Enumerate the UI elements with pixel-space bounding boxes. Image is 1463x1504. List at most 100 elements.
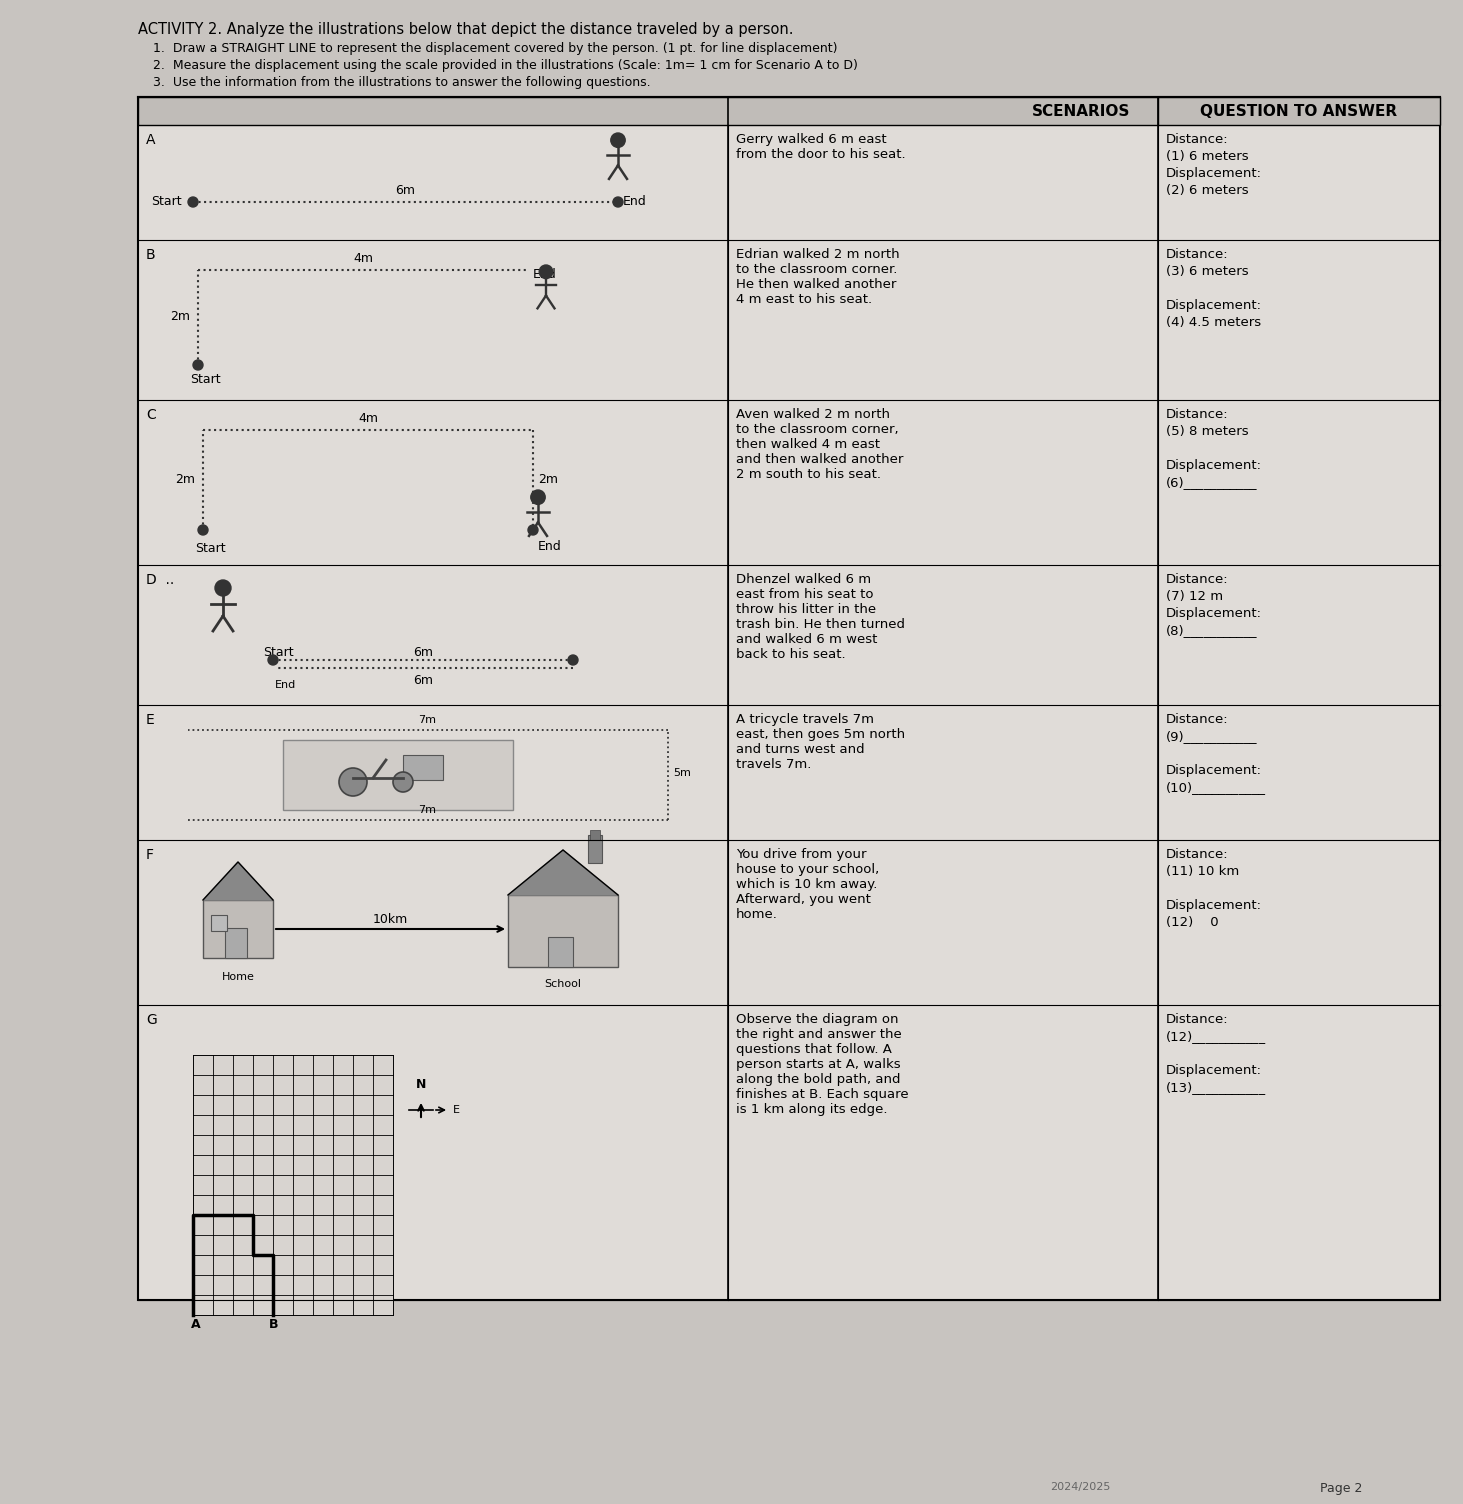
Text: (7) 12 m: (7) 12 m — [1166, 590, 1223, 603]
Text: 2.  Measure the displacement using the scale provided in the illustrations (Scal: 2. Measure the displacement using the sc… — [154, 59, 857, 72]
Text: Distance:: Distance: — [1166, 848, 1229, 860]
Text: QUESTION TO ANSWER: QUESTION TO ANSWER — [1201, 104, 1397, 119]
Text: Displacement:: Displacement: — [1166, 459, 1263, 472]
Text: E: E — [454, 1105, 459, 1114]
Circle shape — [339, 769, 367, 796]
Text: Distance:: Distance: — [1166, 248, 1229, 262]
Bar — [282, 740, 514, 811]
Bar — [1159, 96, 1440, 125]
Text: End: End — [275, 680, 296, 690]
Text: 6m: 6m — [395, 183, 415, 197]
Circle shape — [540, 265, 553, 278]
Text: (13)___________: (13)___________ — [1166, 1081, 1265, 1093]
Text: (9)___________: (9)___________ — [1166, 729, 1258, 743]
Text: Start: Start — [151, 196, 181, 208]
Text: 7m: 7m — [418, 714, 436, 725]
Text: F: F — [146, 848, 154, 862]
Text: (10)___________: (10)___________ — [1166, 781, 1265, 794]
Text: Edrian walked 2 m north
to the classroom corner.
He then walked another
4 m east: Edrian walked 2 m north to the classroom… — [736, 248, 900, 305]
Text: A: A — [192, 1318, 200, 1331]
Text: 2m: 2m — [538, 472, 557, 486]
Text: (12)    0: (12) 0 — [1166, 916, 1219, 929]
Text: 6m: 6m — [413, 674, 433, 687]
Text: C: C — [146, 408, 155, 423]
Text: E: E — [146, 713, 155, 726]
Text: Distance:: Distance: — [1166, 408, 1229, 421]
Text: Gerry walked 6 m east
from the door to his seat.: Gerry walked 6 m east from the door to h… — [736, 132, 906, 161]
Text: (3) 6 meters: (3) 6 meters — [1166, 265, 1248, 278]
Bar — [402, 755, 443, 781]
Text: D  ..: D .. — [146, 573, 174, 587]
Text: B: B — [269, 1318, 278, 1331]
Text: 2m: 2m — [176, 472, 195, 486]
Text: (12)___________: (12)___________ — [1166, 1030, 1265, 1042]
Text: (8)___________: (8)___________ — [1166, 624, 1258, 638]
Circle shape — [193, 359, 203, 370]
Text: End: End — [623, 196, 647, 208]
Bar — [211, 914, 227, 931]
Text: 7m: 7m — [418, 805, 436, 815]
Polygon shape — [508, 850, 617, 895]
Text: Start: Start — [195, 541, 225, 555]
Text: Distance:: Distance: — [1166, 1014, 1229, 1026]
Circle shape — [215, 581, 231, 596]
Text: End: End — [538, 540, 562, 553]
Text: ACTIVITY 2. Analyze the illustrations below that depict the distance traveled by: ACTIVITY 2. Analyze the illustrations be… — [138, 23, 793, 38]
Text: 2024/2025: 2024/2025 — [1050, 1481, 1110, 1492]
Text: Page 2: Page 2 — [1320, 1481, 1362, 1495]
Bar — [508, 895, 617, 967]
Circle shape — [394, 772, 413, 793]
Text: 6m: 6m — [413, 647, 433, 659]
Bar — [225, 928, 247, 958]
Text: SCENARIOS: SCENARIOS — [1031, 104, 1131, 119]
Text: Displacement:: Displacement: — [1166, 764, 1263, 778]
Bar — [203, 899, 274, 958]
Text: (2) 6 meters: (2) 6 meters — [1166, 183, 1248, 197]
Bar — [590, 830, 600, 841]
Bar — [138, 96, 1159, 125]
Text: (1) 6 meters: (1) 6 meters — [1166, 150, 1248, 162]
Circle shape — [268, 656, 278, 665]
Circle shape — [531, 490, 546, 504]
Circle shape — [198, 525, 208, 535]
Circle shape — [610, 132, 625, 147]
Text: End: End — [533, 268, 557, 281]
Text: (5) 8 meters: (5) 8 meters — [1166, 426, 1248, 438]
Text: Distance:: Distance: — [1166, 713, 1229, 726]
Text: A: A — [146, 132, 155, 147]
Text: Distance:: Distance: — [1166, 573, 1229, 587]
Text: Displacement:: Displacement: — [1166, 1063, 1263, 1077]
Text: Displacement:: Displacement: — [1166, 608, 1263, 620]
Text: N: N — [415, 1078, 426, 1090]
Text: 4m: 4m — [353, 253, 373, 265]
Text: School: School — [544, 979, 581, 990]
Text: Displacement:: Displacement: — [1166, 899, 1263, 911]
Circle shape — [613, 197, 623, 208]
Text: (6)___________: (6)___________ — [1166, 475, 1258, 489]
Circle shape — [568, 656, 578, 665]
Text: You drive from your
house to your school,
which is 10 km away.
Afterward, you we: You drive from your house to your school… — [736, 848, 879, 920]
Circle shape — [528, 525, 538, 535]
Text: 10km: 10km — [373, 913, 408, 926]
Text: (11) 10 km: (11) 10 km — [1166, 865, 1239, 878]
Text: A tricycle travels 7m
east, then goes 5m north
and turns west and
travels 7m.: A tricycle travels 7m east, then goes 5m… — [736, 713, 906, 772]
Text: Observe the diagram on
the right and answer the
questions that follow. A
person : Observe the diagram on the right and ans… — [736, 1014, 909, 1116]
Bar — [549, 937, 573, 967]
Polygon shape — [203, 862, 274, 899]
Text: Displacement:: Displacement: — [1166, 299, 1263, 311]
Text: 5m: 5m — [673, 769, 691, 778]
Text: Distance:: Distance: — [1166, 132, 1229, 146]
Text: Start: Start — [190, 373, 221, 387]
Text: 1.  Draw a STRAIGHT LINE to represent the displacement covered by the person. (1: 1. Draw a STRAIGHT LINE to represent the… — [154, 42, 837, 56]
Text: B: B — [146, 248, 155, 262]
Text: Aven walked 2 m north
to the classroom corner,
then walked 4 m east
and then wal: Aven walked 2 m north to the classroom c… — [736, 408, 903, 481]
Bar — [138, 96, 1440, 1299]
Text: G: G — [146, 1014, 157, 1027]
Text: 3.  Use the information from the illustrations to answer the following questions: 3. Use the information from the illustra… — [154, 77, 651, 89]
Text: Home: Home — [221, 972, 255, 982]
Circle shape — [189, 197, 198, 208]
Text: Displacement:: Displacement: — [1166, 167, 1263, 180]
Text: Dhenzel walked 6 m
east from his seat to
throw his litter in the
trash bin. He t: Dhenzel walked 6 m east from his seat to… — [736, 573, 906, 660]
Bar — [193, 1054, 394, 1314]
Text: Start: Start — [263, 647, 294, 659]
